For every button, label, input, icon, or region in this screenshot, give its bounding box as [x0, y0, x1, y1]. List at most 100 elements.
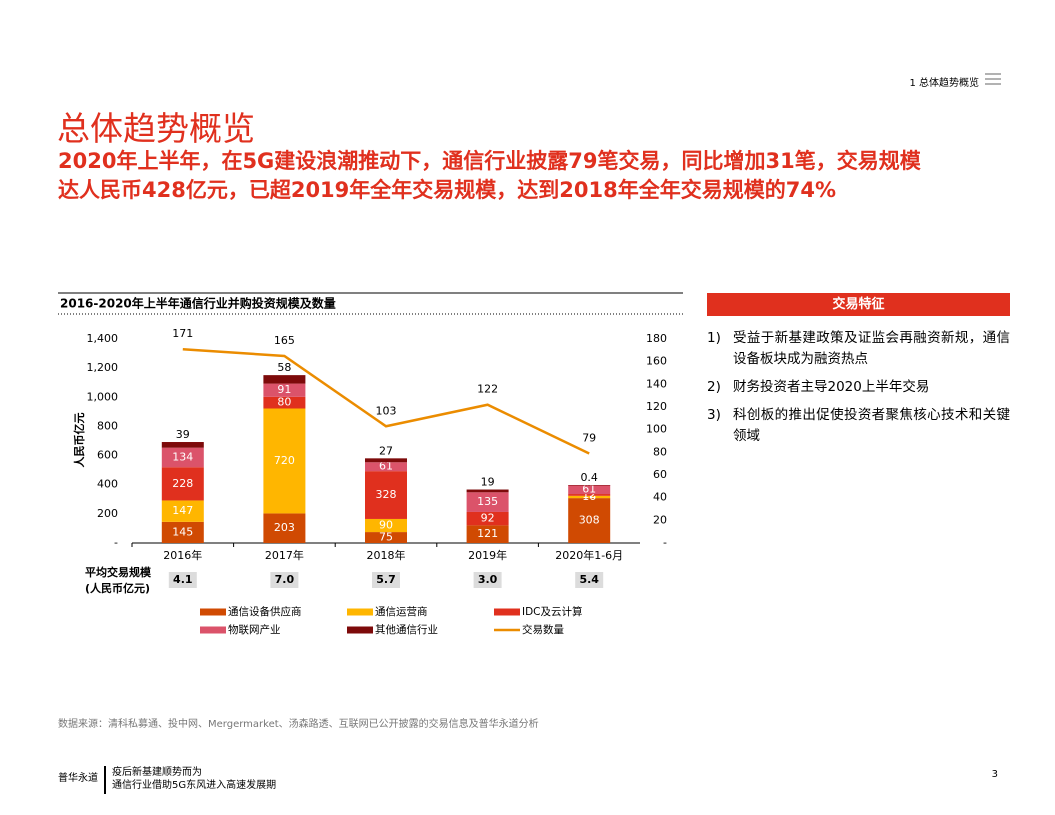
footer-doc-line: 通信行业借助5G东风进入高速发展期 [112, 780, 277, 791]
bar-segment [466, 511, 509, 526]
data-label: 308 [579, 514, 600, 527]
bar-segment [263, 375, 306, 384]
data-label: 91 [277, 383, 291, 396]
data-label: 121 [477, 527, 498, 540]
bar-segment [161, 442, 204, 448]
section-label: 1 总体趋势概览 [909, 78, 979, 89]
x-tick-label: 2020年1-6月 [555, 548, 623, 562]
avg-value: 7.0 [275, 573, 295, 586]
sidebar-item: 3) 科创板的推出促使投资者聚焦核心技术和关键领域 [707, 405, 1010, 447]
chart-title: 2016-2020年上半年通信行业并购投资规模及数量 [60, 296, 336, 311]
data-label: 61 [582, 483, 596, 496]
y2-tick-label: 160 [646, 355, 667, 368]
data-label: 720 [274, 454, 295, 467]
y2-tick-label: 140 [646, 377, 667, 390]
bar-segment [161, 447, 204, 468]
bar-segment [568, 495, 611, 499]
bar-segment [263, 513, 306, 543]
x-tick-label: 2016年 [163, 548, 202, 562]
legend-label: 通信设备供应商 [228, 605, 302, 618]
line-label: 122 [477, 383, 498, 396]
avg-box [473, 572, 502, 588]
line-label: 165 [274, 334, 295, 347]
data-label: 228 [172, 477, 193, 490]
bar-segment [365, 471, 407, 519]
bar-segment [263, 396, 306, 409]
legend-label: 其他通信行业 [375, 623, 438, 636]
data-label: 134 [172, 450, 193, 463]
avg-value: 5.4 [579, 573, 599, 586]
bar-segment [263, 408, 306, 514]
bar-segment [161, 467, 204, 501]
y2-tick-label: 40 [653, 491, 667, 504]
x-tick-label: 2019年 [468, 548, 507, 562]
legend-label: 交易数量 [522, 623, 564, 636]
y-tick-label: 1,400 [87, 332, 119, 345]
avg-value: 3.0 [478, 573, 498, 586]
menu-icon [985, 73, 1001, 85]
y-axis-title: 人民币亿元 [72, 413, 86, 468]
avg-box [270, 572, 299, 588]
bar-segment [568, 498, 611, 543]
x-tick-label: 2018年 [367, 548, 406, 562]
data-label: 58 [277, 361, 291, 374]
y2-tick-label: 180 [646, 332, 667, 345]
chart: 2016-2020年上半年通信行业并购投资规模及数量 人民币亿元 平均交易规模 … [58, 292, 683, 636]
data-label: 75 [379, 531, 393, 544]
data-label: 39 [176, 428, 190, 441]
x-tick-label: 2017年 [265, 548, 304, 562]
y-tick-label: 800 [97, 419, 118, 432]
data-label: 80 [277, 396, 291, 409]
sidebar-title: 交易特征 [707, 293, 1010, 316]
y-tick-label: 600 [97, 449, 118, 462]
avg-box [575, 572, 604, 588]
legend-swatch [494, 608, 520, 616]
y-tick-label: - [114, 536, 118, 549]
source: 数据来源：清科私募通、投中网、Mergermarket、汤森路透、互联网已公开披… [58, 719, 539, 730]
footer-brand: 普华永道 [58, 773, 98, 784]
legend-swatch [347, 608, 373, 616]
legend-label: 物联网产业 [228, 623, 281, 636]
y2-tick-label: 100 [646, 423, 667, 436]
bar-segment [568, 494, 611, 496]
bar-segment [365, 462, 407, 472]
data-label: 0.4 [580, 471, 598, 484]
data-label: 19 [481, 476, 495, 489]
legend-swatch [200, 608, 226, 616]
bar-segment [568, 485, 611, 486]
data-label: 147 [172, 504, 193, 517]
legend-label: IDC及云计算 [522, 605, 583, 618]
y2-tick-label: 80 [653, 445, 667, 458]
footer-doc-line: 疫后新基建顺势而为 [112, 767, 202, 778]
line-label: 79 [582, 431, 596, 444]
page-number: 3 [991, 769, 998, 780]
y2-tick-label: 20 [653, 513, 667, 526]
line-label: 171 [172, 327, 193, 340]
item-number: 1) [707, 330, 721, 346]
bar-segment [365, 532, 407, 543]
line [182, 347, 590, 455]
item-number: 3) [707, 407, 721, 423]
legend-label: 通信运营商 [375, 605, 428, 618]
avg-box [168, 572, 197, 588]
page-title: 总体趋势概览 [57, 109, 255, 148]
y2-tick-label: - [663, 536, 667, 549]
subtitle: 2020年上半年，在5G建设浪潮推动下，通信行业披露79笔交易，同比增加31笔，… [58, 147, 921, 205]
y-tick-label: 1,200 [87, 361, 119, 374]
sidebar-list: 1) 受益于新基建政策及证监会再融资新规，通信设备板块成为融资热点 2) 财务投资者主… [707, 328, 1010, 454]
data-label: 92 [481, 512, 495, 525]
data-label: 203 [274, 521, 295, 534]
bar-segment [365, 458, 407, 463]
avg-value: 5.7 [376, 573, 396, 586]
item-text: 财务投资者主导2020上半年交易 [733, 379, 930, 395]
y-tick-label: 1,000 [87, 390, 119, 403]
data-label: 145 [172, 525, 193, 538]
item-number: 2) [707, 379, 721, 395]
data-label: 27 [379, 444, 393, 457]
sidebar-item: 2) 财务投资者主导2020上半年交易 [707, 377, 1010, 398]
bar-segment [466, 489, 509, 493]
bar-segment [365, 518, 407, 533]
data-label: 61 [379, 460, 393, 473]
avg-box [372, 572, 400, 588]
